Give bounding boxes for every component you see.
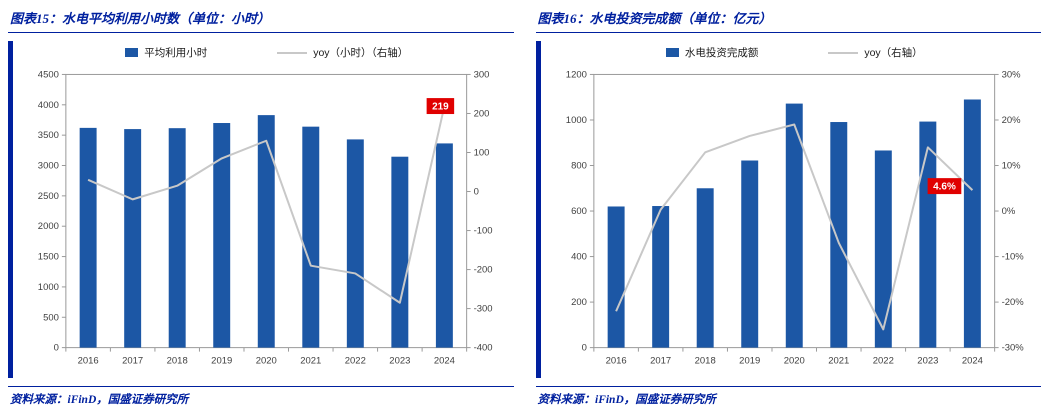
svg-text:2021: 2021	[300, 356, 321, 367]
bar-legend-marker	[125, 48, 138, 57]
svg-text:2500: 2500	[38, 191, 59, 202]
svg-text:20%: 20%	[1001, 115, 1021, 126]
svg-text:2018: 2018	[167, 356, 188, 367]
svg-text:-200: -200	[474, 265, 493, 276]
svg-text:2021: 2021	[828, 356, 849, 367]
svg-text:-10%: -10%	[1001, 252, 1024, 263]
svg-text:2020: 2020	[256, 356, 277, 367]
svg-text:2024: 2024	[961, 356, 982, 367]
line-legend-label: yoy（小时）（右轴）	[313, 45, 408, 60]
svg-text:-300: -300	[474, 304, 493, 315]
svg-text:2016: 2016	[78, 356, 99, 367]
source-text: 资料来源：iFinD，国盛证券研究所	[10, 394, 188, 406]
svg-text:2017: 2017	[122, 356, 143, 367]
svg-text:219: 219	[432, 102, 449, 113]
legend-item-bar: 平均利用小时	[125, 45, 207, 60]
svg-text:100: 100	[474, 147, 490, 158]
svg-text:1000: 1000	[565, 115, 586, 126]
svg-text:4.6%: 4.6%	[933, 182, 956, 193]
svg-text:0: 0	[54, 343, 59, 354]
figure-16-chart-area: 水电投资完成额 yoy（右轴） 0 200 400 600 800 1000 1200 -30…	[536, 33, 1042, 384]
figure-16-legend: 水电投资完成额 yoy（右轴）	[548, 45, 1042, 60]
svg-text:2016: 2016	[605, 356, 626, 367]
svg-text:4500: 4500	[38, 69, 59, 80]
svg-text:2022: 2022	[872, 356, 893, 367]
svg-text:2023: 2023	[917, 356, 938, 367]
svg-text:2020: 2020	[783, 356, 804, 367]
figure-15-title: 图表15：水电平均利用小时数（单位：小时）	[8, 5, 514, 33]
hours-chart-canvas: 050010001500200025003000350040004500-400…	[20, 62, 514, 384]
svg-text:-30%: -30%	[1001, 343, 1024, 354]
svg-text:300: 300	[474, 69, 490, 80]
svg-text:500: 500	[43, 312, 59, 323]
left-accent-stripe	[536, 41, 541, 378]
svg-text:2019: 2019	[211, 356, 232, 367]
source-text: 资料来源：iFinD，国盛证券研究所	[538, 394, 716, 406]
investment-chart-canvas: 0 200 400 600 800 1000 1200 -30% -20% -10% 0% 10% 20…	[548, 62, 1042, 384]
line-legend-label: yoy（右轴）	[864, 45, 922, 60]
svg-text:1500: 1500	[38, 252, 59, 263]
svg-text:3000: 3000	[38, 160, 59, 171]
svg-text:2019: 2019	[739, 356, 760, 367]
bar-legend-label: 平均利用小时	[144, 45, 207, 60]
svg-text:600: 600	[571, 206, 587, 217]
svg-text:0: 0	[581, 343, 586, 354]
left-accent-stripe	[8, 41, 13, 378]
svg-text:800: 800	[571, 160, 587, 171]
svg-text:2017: 2017	[650, 356, 671, 367]
figure-16-source: 资料来源：iFinD，国盛证券研究所	[536, 386, 1042, 412]
figure-15-legend: 平均利用小时 yoy（小时）（右轴）	[20, 45, 514, 60]
svg-text:2022: 2022	[345, 356, 366, 367]
svg-text:30%: 30%	[1001, 69, 1021, 80]
line-legend-marker	[277, 52, 307, 54]
figure-16-title: 图表16：水电投资完成额（单位：亿元）	[536, 5, 1042, 33]
svg-text:400: 400	[571, 252, 587, 263]
svg-text:-100: -100	[474, 226, 493, 237]
svg-text:200: 200	[474, 108, 490, 119]
svg-text:-400: -400	[474, 343, 493, 354]
svg-text:-20%: -20%	[1001, 297, 1024, 308]
bar-legend-label: 水电投资完成额	[685, 45, 759, 60]
svg-text:4000: 4000	[38, 100, 59, 111]
bar-legend-marker	[666, 48, 679, 57]
svg-text:1200: 1200	[565, 69, 586, 80]
legend-item-bar: 水电投资完成额	[666, 45, 759, 60]
svg-text:2024: 2024	[434, 356, 455, 367]
svg-text:2000: 2000	[38, 221, 59, 232]
line-legend-marker	[828, 52, 858, 54]
figure-15-source: 资料来源：iFinD，国盛证券研究所	[8, 386, 514, 412]
svg-text:200: 200	[571, 297, 587, 308]
svg-text:1000: 1000	[38, 282, 59, 293]
panel-figure-16: 图表16：水电投资完成额（单位：亿元） 水电投资完成额 yoy（右轴） 0 200…	[528, 0, 1055, 404]
panel-figure-15: 图表15：水电平均利用小时数（单位：小时） 平均利用小时 yoy（小时）（右轴）…	[0, 0, 528, 404]
svg-text:3500: 3500	[38, 130, 59, 141]
svg-text:10%: 10%	[1001, 160, 1021, 171]
svg-text:2023: 2023	[389, 356, 410, 367]
svg-text:0%: 0%	[1001, 206, 1015, 217]
svg-text:0: 0	[474, 187, 479, 198]
legend-item-line: yoy（右轴）	[828, 45, 922, 60]
legend-item-line: yoy（小时）（右轴）	[277, 45, 408, 60]
svg-text:2018: 2018	[694, 356, 715, 367]
